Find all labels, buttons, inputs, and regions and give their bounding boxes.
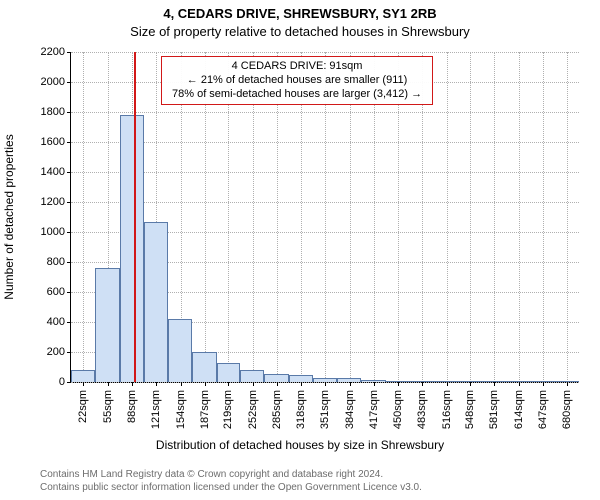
x-tick-mark (156, 382, 157, 386)
histogram-bar (506, 381, 530, 382)
info-box-line: 4 CEDARS DRIVE: 91sqm (172, 60, 422, 74)
histogram-bar (337, 378, 361, 383)
x-tick-mark (350, 382, 351, 386)
x-tick-label: 680sqm (561, 390, 573, 429)
x-tick-label: 647sqm (537, 390, 549, 429)
x-tick-label: 581sqm (488, 390, 500, 429)
histogram-bar (482, 381, 506, 382)
y-tick-label: 0 (59, 376, 71, 388)
histogram-bar (530, 381, 554, 382)
info-box-line: 78% of semi-detached houses are larger (… (172, 88, 422, 102)
x-tick-mark (519, 382, 520, 386)
chart-title-address: 4, CEDARS DRIVE, SHREWSBURY, SY1 2RB (0, 6, 600, 21)
plot-area: 0200400600800100012001400160018002000220… (70, 52, 579, 383)
x-tick-mark (447, 382, 448, 386)
chart-container: { "title": { "line1": "4, CEDARS DRIVE, … (0, 0, 600, 500)
x-tick-mark (470, 382, 471, 386)
x-tick-mark (422, 382, 423, 386)
x-tick-label: 417sqm (368, 390, 380, 429)
grid-line-vertical (519, 52, 520, 382)
x-tick-label: 252sqm (247, 390, 259, 429)
y-tick-label: 200 (47, 346, 71, 358)
x-tick-label: 285sqm (271, 390, 283, 429)
grid-line-vertical (83, 52, 84, 382)
grid-line-vertical (567, 52, 568, 382)
x-tick-mark (398, 382, 399, 386)
y-tick-label: 1200 (41, 196, 71, 208)
y-tick-label: 1600 (41, 136, 71, 148)
info-box: 4 CEDARS DRIVE: 91sqm← 21% of detached h… (161, 56, 433, 105)
x-tick-label: 614sqm (513, 390, 525, 429)
x-tick-mark (205, 382, 206, 386)
x-tick-label: 384sqm (344, 390, 356, 429)
x-tick-mark (277, 382, 278, 386)
y-tick-label: 600 (47, 286, 71, 298)
y-tick-label: 2000 (41, 76, 71, 88)
y-tick-label: 800 (47, 256, 71, 268)
x-tick-label: 219sqm (222, 390, 234, 429)
x-tick-label: 88sqm (126, 390, 138, 423)
footer-line: Contains HM Land Registry data © Crown c… (40, 469, 600, 482)
histogram-bar (192, 352, 216, 382)
y-tick-label: 1000 (41, 226, 71, 238)
x-tick-mark (83, 382, 84, 386)
footer-line: Contains public sector information licen… (40, 482, 600, 495)
histogram-bar (217, 363, 241, 383)
x-tick-label: 483sqm (416, 390, 428, 429)
x-tick-label: 351sqm (319, 390, 331, 429)
histogram-bar (313, 378, 337, 383)
histogram-bar (458, 381, 482, 382)
x-tick-mark (494, 382, 495, 386)
histogram-bar (95, 268, 119, 382)
x-tick-mark (108, 382, 109, 386)
histogram-bar (120, 115, 144, 382)
x-tick-mark (181, 382, 182, 386)
x-tick-label: 548sqm (464, 390, 476, 429)
grid-line-vertical (447, 52, 448, 382)
x-tick-mark (325, 382, 326, 386)
x-tick-mark (543, 382, 544, 386)
x-tick-label: 154sqm (175, 390, 187, 429)
x-tick-mark (301, 382, 302, 386)
histogram-bar (361, 380, 385, 382)
x-tick-label: 22sqm (77, 390, 89, 423)
histogram-bar (386, 381, 410, 382)
histogram-bar (289, 375, 313, 382)
info-box-line: ← 21% of detached houses are smaller (91… (172, 74, 422, 88)
x-tick-label: 516sqm (441, 390, 453, 429)
chart-subtitle: Size of property relative to detached ho… (0, 24, 600, 39)
histogram-bar (144, 222, 168, 383)
y-tick-label: 1800 (41, 106, 71, 118)
subject-property-marker (134, 52, 136, 382)
histogram-bar (264, 374, 288, 382)
x-tick-label: 55sqm (102, 390, 114, 423)
x-tick-label: 187sqm (199, 390, 211, 429)
x-tick-mark (228, 382, 229, 386)
y-tick-label: 2200 (41, 46, 71, 58)
histogram-bar (71, 370, 95, 382)
y-tick-label: 400 (47, 316, 71, 328)
histogram-bar (555, 381, 579, 382)
histogram-bar (410, 381, 434, 382)
x-tick-mark (567, 382, 568, 386)
grid-line-vertical (494, 52, 495, 382)
histogram-bar (168, 319, 192, 382)
histogram-bar (240, 370, 264, 382)
grid-line-vertical (470, 52, 471, 382)
x-axis-label: Distribution of detached houses by size … (0, 438, 600, 452)
x-tick-mark (253, 382, 254, 386)
x-tick-label: 450sqm (392, 390, 404, 429)
x-tick-mark (374, 382, 375, 386)
footer-attribution: Contains HM Land Registry data © Crown c… (0, 469, 600, 494)
grid-line-vertical (543, 52, 544, 382)
x-tick-label: 318sqm (295, 390, 307, 429)
x-tick-mark (132, 382, 133, 386)
x-tick-label: 121sqm (150, 390, 162, 429)
y-tick-label: 1400 (41, 166, 71, 178)
histogram-bar (434, 381, 458, 382)
y-axis-label: Number of detached properties (2, 134, 16, 299)
